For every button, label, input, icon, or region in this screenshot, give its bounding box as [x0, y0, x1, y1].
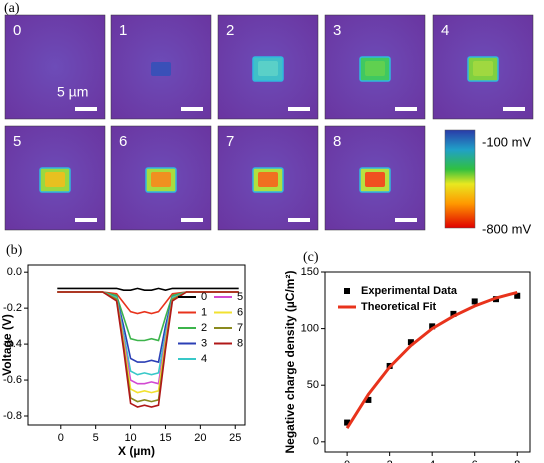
- y-tick-label: -0.8: [3, 410, 22, 422]
- x-tick-label: 8: [514, 459, 520, 463]
- panel-label: (a): [4, 1, 20, 16]
- data-line: [57, 287, 239, 292]
- y-tick-label: 50: [307, 379, 319, 391]
- data-point: [450, 310, 457, 317]
- data-line: [345, 290, 518, 429]
- scale-bar: [75, 107, 97, 111]
- image-label: 0: [13, 22, 21, 39]
- scale-bar: [288, 107, 310, 111]
- image-label: 7: [226, 133, 234, 150]
- charged-core: [258, 61, 278, 76]
- x-tick-label: 4: [429, 459, 435, 463]
- image-label: 1: [119, 22, 127, 39]
- x-tick-label: 6: [472, 459, 478, 463]
- charged-core: [365, 61, 385, 76]
- legend-label: Theoretical Fit: [361, 301, 437, 313]
- y-tick-label: 0: [313, 436, 319, 448]
- data-line: [57, 291, 239, 342]
- charged-square: [151, 62, 171, 76]
- data-line: [57, 291, 239, 403]
- legend-symbol: [344, 288, 350, 294]
- legend-label: 2: [201, 322, 207, 334]
- scale-bar: [503, 107, 525, 111]
- image-label: 2: [226, 22, 234, 39]
- scale-label: 5 µm: [57, 84, 88, 100]
- x-tick-label: 5: [93, 432, 99, 444]
- data-line: [57, 291, 239, 315]
- y-tick-label: -0.6: [3, 374, 22, 386]
- plot-frame: [324, 271, 531, 453]
- y-tick-label: 0.0: [7, 266, 22, 278]
- legend-label: 8: [237, 337, 243, 349]
- legend-label: 3: [201, 337, 207, 349]
- panel-label: (b): [6, 243, 23, 258]
- legend-label: 5: [237, 291, 243, 303]
- scale-bar: [395, 218, 417, 222]
- data-point: [429, 323, 436, 330]
- kpfm-image: [4, 14, 106, 120]
- plot-frame: [27, 264, 246, 426]
- y-tick-label: 100: [301, 323, 319, 335]
- colorbar: [444, 129, 476, 229]
- image-label: 5: [13, 133, 21, 150]
- charged-core: [151, 172, 171, 187]
- data-line: [57, 291, 239, 376]
- x-tick-label: 0: [58, 432, 64, 444]
- data-line: [57, 291, 239, 408]
- data-line: [57, 291, 239, 364]
- scale-bar: [181, 218, 203, 222]
- x-axis-title: X (µm): [118, 444, 155, 458]
- x-tick-label: 25: [229, 432, 241, 444]
- scale-bar: [288, 218, 310, 222]
- x-tick-label: 20: [194, 432, 206, 444]
- panel-label: (c): [303, 250, 319, 265]
- data-line: [57, 291, 239, 385]
- colorbar-label: -800 mV: [482, 221, 531, 236]
- colorbar-label: -100 mV: [482, 134, 531, 149]
- image-label: 6: [119, 133, 127, 150]
- scale-bar: [181, 107, 203, 111]
- x-tick-label: 15: [159, 432, 171, 444]
- data-point: [471, 298, 478, 305]
- data-line: [57, 291, 239, 394]
- legend-label: Experimental Data: [361, 285, 458, 297]
- y-tick-label: 150: [301, 266, 319, 278]
- data-point: [344, 419, 351, 426]
- charged-core: [258, 172, 278, 187]
- legend-label: 0: [201, 291, 207, 303]
- charged-core: [473, 61, 493, 76]
- legend-label: 6: [237, 306, 243, 318]
- y-tick-label: -0.4: [3, 338, 22, 350]
- scale-bar: [395, 107, 417, 111]
- y-tick-label: -0.2: [3, 302, 22, 314]
- charged-core: [45, 172, 65, 187]
- y-axis-title: Voltage (V): [0, 314, 14, 376]
- x-tick-label: 0: [344, 459, 350, 463]
- scale-bar: [75, 218, 97, 222]
- y-axis-title: Negative charge density (µC/m²): [283, 271, 297, 454]
- image-label: 4: [441, 22, 449, 39]
- x-tick-label: 2: [387, 459, 393, 463]
- charged-core: [365, 172, 385, 187]
- legend-label: 4: [201, 353, 207, 365]
- data-point: [514, 292, 521, 299]
- x-tick-label: 10: [124, 432, 136, 444]
- data-point: [365, 396, 372, 403]
- legend-label: 7: [237, 322, 243, 334]
- data-point: [407, 339, 414, 346]
- image-label: 8: [333, 133, 341, 150]
- legend-label: 1: [201, 306, 207, 318]
- image-label: 3: [333, 22, 341, 39]
